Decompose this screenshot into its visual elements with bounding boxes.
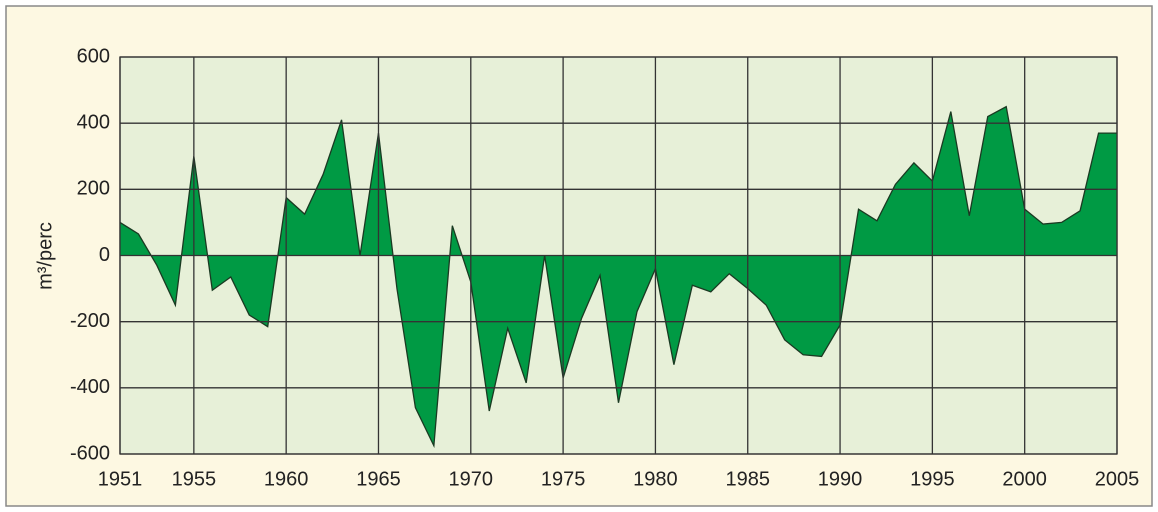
x-tick-label: 1951 (98, 468, 143, 490)
y-axis-label: m³/perc (34, 222, 56, 290)
y-tick-label: 600 (77, 45, 110, 67)
x-tick-label: 1985 (725, 468, 770, 490)
y-tick-label: 200 (77, 178, 110, 200)
area-fill (120, 106, 1117, 446)
x-tick-label: 1980 (633, 468, 678, 490)
x-tick-label: 2000 (1002, 468, 1047, 490)
y-tick-label: 0 (99, 244, 110, 266)
x-tick-label: 1965 (356, 468, 401, 490)
x-tick-label: 1955 (172, 468, 217, 490)
x-tick-label: 2005 (1095, 468, 1140, 490)
x-tick-label: 1975 (541, 468, 586, 490)
x-tick-label: 1995 (910, 468, 955, 490)
x-tick-label: 1970 (449, 468, 494, 490)
y-tick-label: -600 (70, 442, 110, 464)
x-tick-label: 1960 (264, 468, 309, 490)
y-tick-label: -400 (70, 376, 110, 398)
y-tick-label: -200 (70, 310, 110, 332)
x-tick-label: 1990 (818, 468, 863, 490)
y-tick-label: 400 (77, 111, 110, 133)
